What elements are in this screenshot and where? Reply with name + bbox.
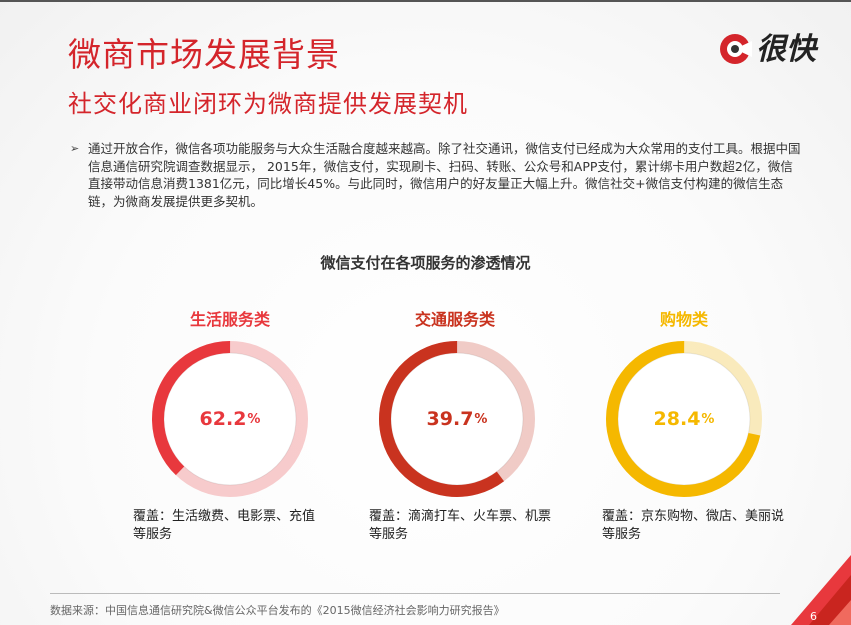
ring-value-shopping: 28.4% bbox=[605, 340, 763, 498]
page-number: 6 bbox=[810, 610, 817, 623]
intro-paragraph: ➢ 通过开放合作，微信各项功能服务与大众生活融合度越来越高。除了社交通讯，微信支… bbox=[70, 140, 805, 210]
bullet-arrow-icon: ➢ bbox=[70, 142, 80, 155]
ring-value-unit: % bbox=[474, 411, 488, 427]
ring-title-transport-services: 交通服务类 bbox=[414, 310, 495, 329]
ring-value-life-services: 62.2% bbox=[151, 340, 309, 498]
ring-chart-life-services: 62.2% bbox=[151, 340, 309, 498]
ring-chart-shopping: 28.4% bbox=[605, 340, 763, 498]
ring-value-unit: % bbox=[701, 411, 715, 427]
ring-desc-shopping: 覆盖：京东购物、微店、美丽说等服务 bbox=[602, 509, 785, 542]
logo-text: 很快 bbox=[756, 32, 816, 67]
logo-mark-icon bbox=[720, 34, 752, 64]
top-border-line bbox=[0, 0, 851, 2]
ring-desc-transport-services: 覆盖：滴滴打车、火车票、机票等服务 bbox=[369, 509, 552, 542]
page-subtitle: 社交化商业闭环为微商提供发展契机 bbox=[68, 90, 468, 118]
page-title: 微商市场发展背景 bbox=[68, 35, 340, 74]
ring-value-number: 39.7 bbox=[426, 408, 474, 430]
ring-value-number: 28.4 bbox=[653, 408, 701, 430]
ring-desc-life-services: 覆盖：生活缴费、电影票、充值等服务 bbox=[133, 509, 316, 542]
ring-title-life-services: 生活服务类 bbox=[189, 310, 270, 329]
data-source-note: 数据来源：中国信息通信研究院&微信公众平台发布的《2015微信经济社会影响力研究… bbox=[50, 604, 505, 617]
chart-section-title: 微信支付在各项服务的渗透情况 bbox=[320, 254, 531, 272]
ring-value-transport-services: 39.7% bbox=[378, 340, 536, 498]
ring-chart-transport-services: 39.7% bbox=[378, 340, 536, 498]
ring-title-shopping: 购物类 bbox=[659, 310, 708, 329]
ring-value-unit: % bbox=[247, 411, 261, 427]
ring-value-number: 62.2 bbox=[199, 408, 247, 430]
corner-decoration bbox=[791, 555, 851, 625]
footer-divider bbox=[50, 593, 780, 594]
brand-logo: 很快 bbox=[716, 28, 828, 72]
intro-text: 通过开放合作，微信各项功能服务与大众生活融合度越来越高。除了社交通讯，微信支付已… bbox=[88, 141, 801, 209]
